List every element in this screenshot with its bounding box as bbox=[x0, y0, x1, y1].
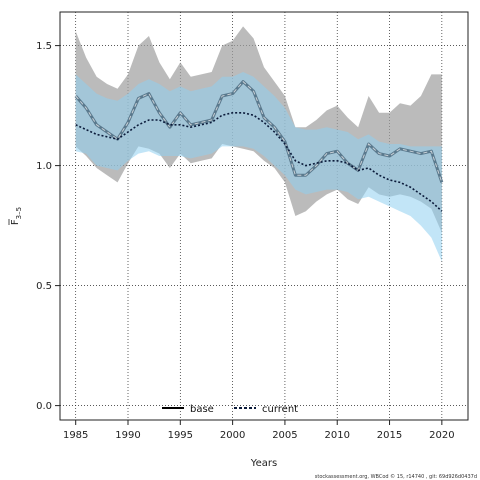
x-tick-label-1985: 1985 bbox=[63, 430, 88, 441]
y-axis-title-main: F bbox=[10, 219, 21, 225]
line-base-highlight bbox=[75, 80, 443, 183]
legend-label-base: base bbox=[190, 404, 214, 415]
line-current bbox=[75, 112, 443, 212]
y-axis-title-sub: 3–5 bbox=[15, 207, 23, 219]
y-axis-title: F3–5 bbox=[8, 207, 23, 225]
x-tick-label-1995: 1995 bbox=[168, 430, 193, 441]
x-tick-label-2000: 2000 bbox=[220, 430, 245, 441]
y-tick-label-0: 0.0 bbox=[36, 401, 52, 412]
plot-frame bbox=[59, 11, 469, 421]
x-tick-label-2005: 2005 bbox=[272, 430, 297, 441]
x-tick-label-2015: 2015 bbox=[377, 430, 402, 441]
y-tick-label-0.5: 0.5 bbox=[36, 281, 52, 292]
legend: base current bbox=[162, 404, 298, 415]
confidence-bands bbox=[75, 26, 442, 262]
x-tick-label-2010: 2010 bbox=[325, 430, 350, 441]
x-axis: 1985 1990 1995 2000 2005 2010 2015 2020 bbox=[63, 420, 455, 441]
y-tick-label-1.5: 1.5 bbox=[36, 41, 52, 52]
footer-text: stockassessment.org, WBCod © 15, r14740 … bbox=[315, 473, 477, 480]
legend-label-current: current bbox=[262, 404, 298, 415]
y-tick-label-1: 1.0 bbox=[36, 161, 52, 172]
svg-text:F3–5: F3–5 bbox=[10, 207, 23, 225]
series-lines bbox=[74, 80, 444, 212]
x-axis-title: Years bbox=[250, 458, 277, 469]
x-tick-label-1990: 1990 bbox=[115, 430, 140, 441]
band-current bbox=[75, 72, 442, 262]
y-axis: 0.0 0.5 1.0 1.5 bbox=[36, 41, 60, 412]
x-tick-label-2020: 2020 bbox=[429, 430, 454, 441]
